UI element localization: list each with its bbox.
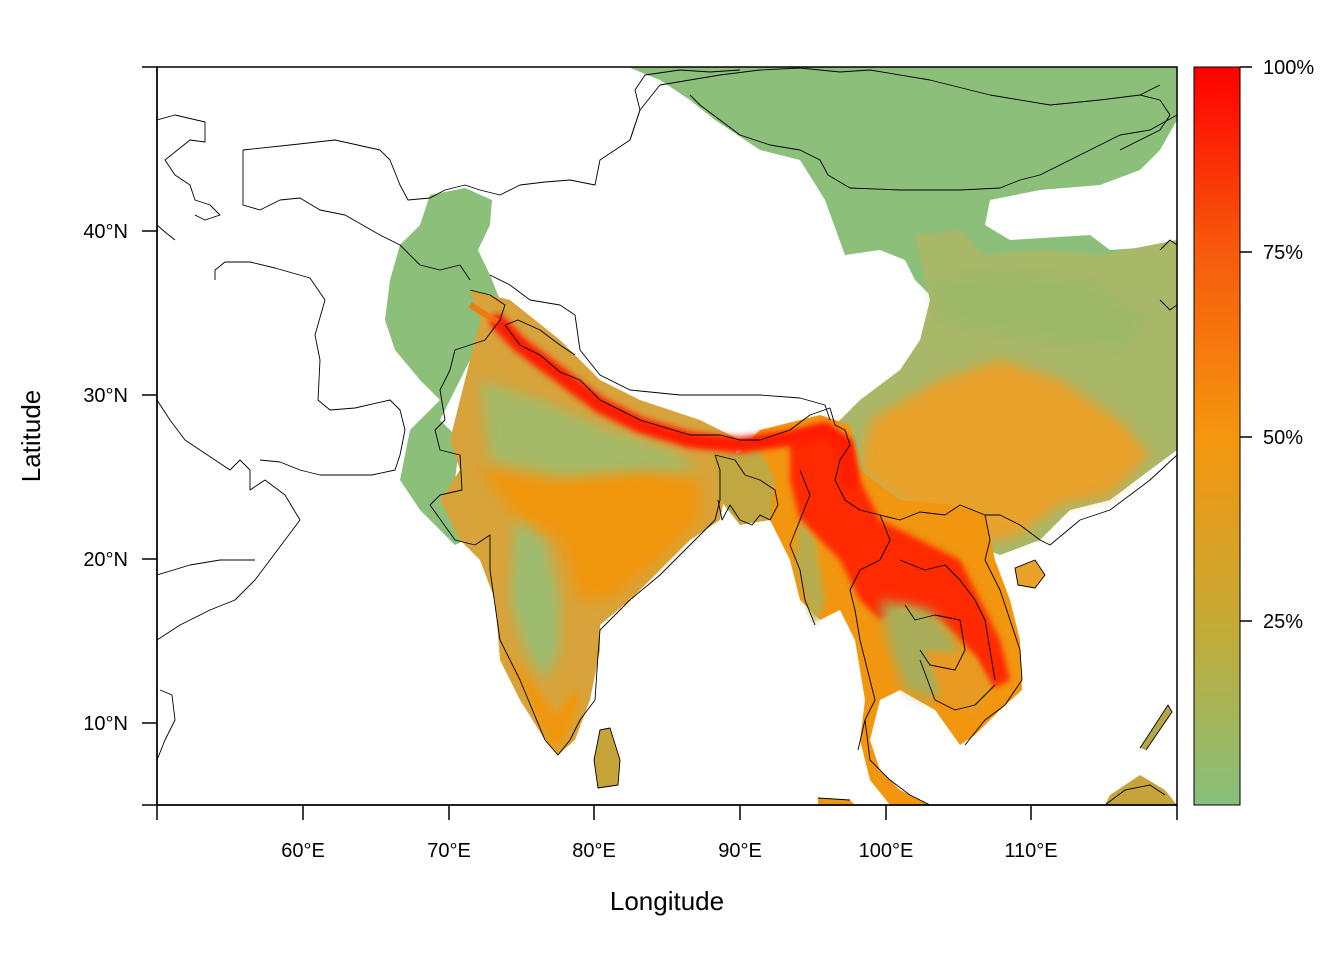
country-borders (157, 67, 1177, 805)
x-axis-title: Longitude (610, 886, 724, 916)
y-axis: 40°N 30°N 20°N 10°N Latitude (16, 66, 158, 806)
y-tick-30n: 30°N (83, 385, 128, 407)
y-tick-20n: 20°N (83, 549, 128, 571)
y-tick-10n: 10°N (83, 713, 128, 735)
x-axis: 60°E 70°E 80°E 90°E 100°E 110°E Longitud… (156, 804, 1178, 916)
east-china-orange (860, 360, 1150, 545)
border-iran-pakistan (214, 139, 481, 476)
border-india-outline (429, 289, 851, 756)
x-tick-80e: 80°E (572, 840, 616, 862)
color-legend: 100% 75% 50% 25% (1193, 57, 1314, 806)
borneo-region (1105, 775, 1177, 805)
sri-lanka-region (594, 728, 620, 788)
legend-label-75: 75% (1263, 242, 1303, 264)
x-tick-100e: 100°E (859, 840, 914, 862)
x-tick-110e: 110°E (1004, 840, 1057, 862)
border-china-southwest (489, 274, 831, 421)
border-china-north (479, 67, 1177, 196)
border-mongolia (629, 69, 1171, 151)
border-hainan (1014, 559, 1046, 589)
border-china-south-coast (985, 454, 1177, 546)
india-green-west (510, 520, 560, 680)
y-tick-40n: 40°N (83, 221, 128, 243)
legend-colorbar (1193, 66, 1241, 806)
x-tick-70e: 70°E (427, 840, 471, 862)
border-sri-lanka (593, 727, 621, 789)
philippines-sliver (1140, 705, 1172, 750)
northwest-green-region (385, 188, 505, 545)
border-islands (817, 239, 1177, 805)
india-green-north (480, 380, 700, 475)
india-south-orange (500, 650, 580, 750)
legend-label-100: 100% (1263, 57, 1314, 79)
border-bangladesh (714, 454, 779, 526)
border-myanmar (789, 444, 891, 751)
legend-label-25: 25% (1263, 611, 1303, 633)
sichuan-green (930, 270, 1150, 350)
hainan-region (1015, 560, 1045, 588)
suitability-raster (385, 67, 1177, 805)
border-indochina (879, 504, 1023, 746)
bangladesh-region (715, 450, 775, 525)
north-green-region (628, 67, 1177, 310)
y-axis-title: Latitude (16, 390, 46, 483)
myanmar-green-valley (795, 520, 825, 625)
x-tick-90e: 90°E (718, 840, 762, 862)
himalaya-red-band (490, 314, 858, 488)
india-orange-interior (480, 470, 700, 600)
himalaya-orange-edge (468, 302, 500, 325)
border-coastline-west (157, 114, 301, 761)
border-malay-peninsula (864, 719, 931, 805)
legend-label-50: 50% (1263, 427, 1303, 449)
x-tick-60e: 60°E (281, 840, 325, 862)
cambodia-region (925, 650, 995, 715)
